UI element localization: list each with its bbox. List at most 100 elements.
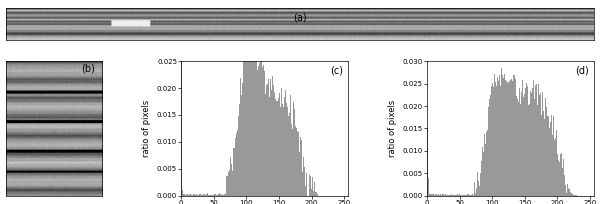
Bar (280, 107, 281, 196)
Bar (229, 170, 230, 196)
Bar (278, 98, 279, 196)
Bar (525, 88, 526, 196)
Bar (538, 84, 539, 196)
Bar (514, 75, 515, 196)
Bar (487, 130, 488, 196)
Bar (243, 83, 244, 196)
Bar (566, 193, 567, 196)
Bar (318, 195, 319, 196)
Bar (248, 61, 249, 196)
Bar (253, 61, 254, 196)
Bar (302, 172, 303, 196)
Bar (484, 134, 485, 196)
Bar (464, 194, 465, 196)
Bar (529, 104, 530, 196)
Bar (532, 89, 533, 196)
Bar (515, 79, 516, 196)
Bar (551, 115, 552, 196)
Bar (252, 61, 253, 196)
Bar (275, 99, 276, 196)
Bar (208, 195, 209, 196)
Bar (546, 107, 547, 196)
Bar (249, 61, 250, 196)
Bar (235, 138, 236, 196)
Bar (481, 161, 482, 196)
Bar (439, 195, 440, 196)
Bar (539, 93, 540, 196)
Bar (437, 195, 438, 196)
Bar (572, 194, 573, 196)
Bar (238, 116, 239, 196)
Bar (233, 148, 234, 196)
Bar (232, 171, 233, 196)
Bar (506, 81, 507, 196)
Bar (457, 194, 458, 196)
Text: (b): (b) (81, 64, 95, 74)
Bar (431, 194, 432, 196)
Bar (568, 188, 569, 196)
Bar (483, 160, 484, 196)
Bar (443, 194, 445, 196)
Bar (312, 177, 313, 196)
Bar (521, 92, 522, 196)
Bar (201, 195, 202, 196)
Bar (257, 70, 258, 196)
Bar (204, 193, 205, 196)
Bar (247, 61, 248, 196)
Bar (315, 192, 316, 196)
Bar (224, 194, 225, 196)
Bar (304, 167, 305, 196)
Bar (290, 95, 291, 196)
Bar (220, 194, 221, 196)
Bar (542, 92, 543, 196)
Bar (251, 61, 252, 196)
Bar (445, 194, 446, 196)
Bar (237, 130, 238, 196)
Bar (434, 195, 435, 196)
Bar (270, 79, 271, 196)
Bar (298, 132, 299, 196)
Bar (488, 123, 490, 196)
Bar (569, 191, 570, 196)
Bar (460, 195, 461, 196)
Bar (183, 193, 184, 196)
Bar (289, 113, 290, 196)
Bar (565, 185, 566, 196)
Bar (432, 194, 433, 196)
Bar (215, 194, 216, 196)
Bar (271, 90, 272, 196)
Bar (479, 175, 480, 196)
Bar (458, 195, 460, 196)
Bar (230, 157, 231, 196)
Bar (518, 89, 520, 196)
Bar (562, 168, 563, 196)
Bar (510, 80, 511, 196)
Bar (528, 85, 529, 196)
Bar (463, 195, 464, 196)
Bar (545, 98, 546, 196)
Bar (544, 119, 545, 196)
Bar (559, 162, 560, 196)
Bar (517, 99, 518, 196)
Bar (190, 194, 191, 196)
Bar (471, 195, 472, 196)
Bar (497, 77, 498, 196)
Bar (184, 194, 185, 196)
Bar (268, 79, 269, 196)
Bar (447, 195, 448, 196)
Bar (287, 107, 288, 196)
Bar (292, 129, 293, 196)
Bar (246, 61, 247, 196)
Bar (554, 121, 555, 196)
Bar (455, 195, 456, 196)
Bar (449, 195, 450, 196)
Bar (556, 130, 557, 196)
Bar (509, 76, 510, 196)
Bar (501, 68, 502, 196)
Bar (540, 92, 541, 196)
Bar (552, 135, 553, 196)
Bar (198, 194, 199, 196)
Bar (563, 172, 565, 196)
Bar (482, 147, 483, 196)
Bar (296, 128, 297, 196)
